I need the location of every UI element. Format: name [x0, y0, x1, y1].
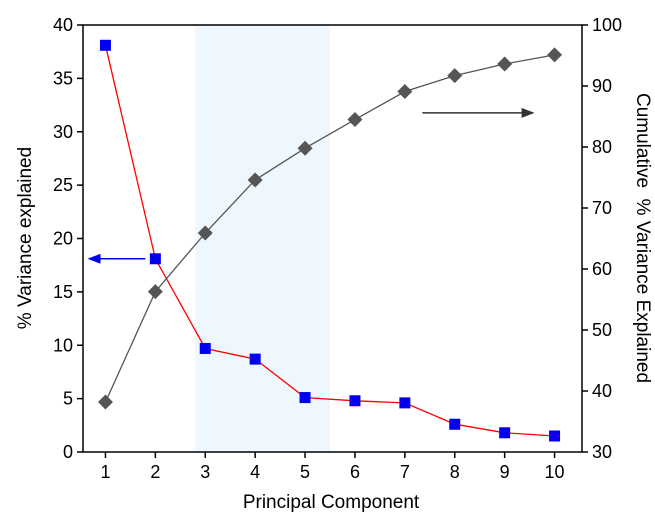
- square-marker: [299, 392, 311, 404]
- series-line-cumulative: [104, 54, 555, 403]
- annotation-layer: [87, 107, 535, 264]
- arrow-head-right: [521, 107, 535, 118]
- series-layer: [97, 39, 563, 442]
- y-left-tick-label: 30: [53, 122, 73, 142]
- y-axis-title-left: % Variance explained: [15, 147, 36, 329]
- diamond-marker: [247, 172, 263, 188]
- y-right-tick-label: 50: [592, 320, 612, 340]
- diamond-marker: [447, 68, 463, 84]
- diamond-marker: [197, 225, 213, 241]
- x-tick-label: 9: [500, 462, 510, 482]
- square-marker: [149, 253, 161, 265]
- y-right-tick-label: 40: [592, 381, 612, 401]
- y-right-tick-label: 90: [592, 76, 612, 96]
- y-left-tick-label: 0: [63, 442, 73, 462]
- x-axis-title: Principal Component: [243, 492, 420, 513]
- y-right-tick-label: 100: [592, 15, 622, 35]
- square-marker: [249, 353, 261, 365]
- y-left-tick-label: 40: [53, 15, 73, 35]
- tick-layer: 1 2 3 4 5 6 7 8 9 1005101520253035403040506070809…: [53, 15, 622, 482]
- y-right-tick-label: 30: [592, 442, 612, 462]
- diamond-marker: [397, 83, 413, 99]
- diamond-marker: [147, 284, 163, 300]
- x-tick-label: 10: [545, 462, 565, 482]
- x-tick-label: 4: [250, 462, 260, 482]
- square-marker: [349, 395, 361, 407]
- arrow-head-left: [87, 253, 101, 264]
- highlight-band-layer: [195, 25, 331, 452]
- y-left-tick-label: 10: [53, 335, 73, 355]
- series-line-individual: [104, 45, 555, 437]
- square-marker: [399, 397, 411, 409]
- plot-frame-layer: [82, 24, 583, 453]
- y-left-tick-label: 35: [53, 68, 73, 88]
- square-marker: [449, 418, 461, 430]
- y-left-tick-label: 5: [63, 389, 73, 409]
- x-tick-label: 1: [100, 462, 110, 482]
- x-tick-label: 5: [300, 462, 310, 482]
- y-left-tick-label: 25: [53, 175, 73, 195]
- y-axis-title-right: Cumulative % Variance Explained: [632, 93, 653, 383]
- diamond-marker: [497, 56, 513, 72]
- plot-frame: [82, 24, 583, 453]
- y-left-tick-label: 15: [53, 282, 73, 302]
- square-marker: [99, 39, 111, 51]
- square-marker: [499, 427, 511, 439]
- y-right-tick-label: 80: [592, 137, 612, 157]
- diamond-marker: [347, 112, 363, 128]
- y-right-tick-label: 70: [592, 198, 612, 218]
- diamond-marker: [97, 394, 113, 410]
- highlight-band: [195, 25, 331, 452]
- x-tick-label: 3: [200, 462, 210, 482]
- square-marker: [199, 342, 211, 354]
- diamond-marker: [297, 140, 313, 156]
- diamond-marker: [547, 47, 563, 63]
- x-tick-label: 7: [400, 462, 410, 482]
- y-right-tick-label: 60: [592, 259, 612, 279]
- y-left-tick-label: 20: [53, 229, 73, 249]
- square-marker: [549, 430, 561, 442]
- x-tick-label: 8: [450, 462, 460, 482]
- x-tick-label: 6: [350, 462, 360, 482]
- x-tick-label: 2: [150, 462, 160, 482]
